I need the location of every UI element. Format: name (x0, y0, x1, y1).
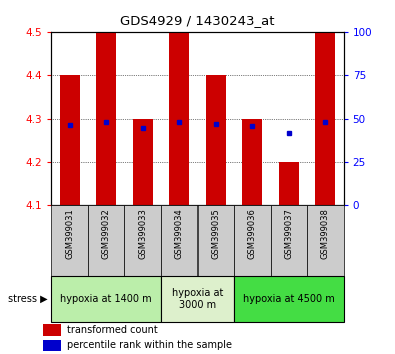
Bar (279, 162, 299, 205)
Bar (51, 205, 88, 276)
Bar (242, 119, 262, 205)
Text: GSM399031: GSM399031 (65, 208, 74, 259)
Text: GSM399034: GSM399034 (175, 208, 184, 259)
Bar (169, 32, 189, 205)
Bar (43, 324, 62, 336)
Bar (60, 75, 80, 205)
Bar (51, 276, 161, 322)
Bar (161, 205, 198, 276)
Bar (234, 205, 271, 276)
Bar (124, 205, 161, 276)
Text: stress ▶: stress ▶ (8, 294, 47, 304)
Bar (206, 75, 226, 205)
Bar (315, 32, 335, 205)
Bar (43, 340, 62, 351)
Text: transformed count: transformed count (68, 325, 158, 335)
Text: GSM399037: GSM399037 (284, 208, 293, 259)
Text: GSM399032: GSM399032 (102, 208, 111, 259)
Text: GSM399035: GSM399035 (211, 208, 220, 259)
Bar (234, 276, 344, 322)
Bar (271, 205, 307, 276)
Bar (133, 119, 153, 205)
Text: percentile rank within the sample: percentile rank within the sample (68, 340, 233, 350)
Text: GSM399033: GSM399033 (138, 208, 147, 259)
Text: GDS4929 / 1430243_at: GDS4929 / 1430243_at (120, 14, 275, 27)
Bar (198, 205, 234, 276)
Text: hypoxia at 1400 m: hypoxia at 1400 m (60, 294, 152, 304)
Text: GSM399038: GSM399038 (321, 208, 330, 259)
Text: GSM399036: GSM399036 (248, 208, 257, 259)
Bar (96, 32, 116, 205)
Bar (307, 205, 344, 276)
Text: hypoxia at
3000 m: hypoxia at 3000 m (172, 288, 223, 310)
Text: hypoxia at 4500 m: hypoxia at 4500 m (243, 294, 335, 304)
Bar (161, 276, 234, 322)
Bar (88, 205, 124, 276)
